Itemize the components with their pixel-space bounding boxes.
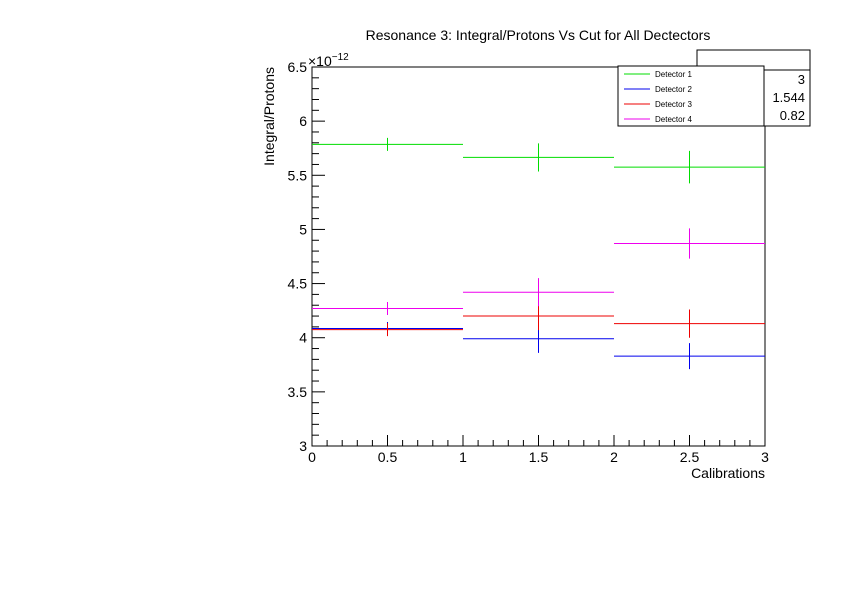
series-detector-3 — [312, 301, 765, 338]
x-tick-label: 0 — [308, 449, 316, 465]
x-tick-label: 2 — [610, 449, 618, 465]
x-tick-label: 2.5 — [680, 449, 700, 465]
y-tick-label: 6.5 — [288, 59, 308, 75]
series-detector-1 — [312, 137, 765, 184]
stats-value-entries: 3 — [798, 72, 805, 87]
stats-value-mean: 1.544 — [772, 90, 805, 105]
x-tick-label: 0.5 — [378, 449, 398, 465]
legend-label: Detector 3 — [655, 100, 692, 109]
x-tick-label: 3 — [761, 449, 769, 465]
y-axis-ticks: 3 3.5 4 4.5 5 5.5 6 6.5 — [288, 59, 325, 454]
y-axis-label: Integral/Protons — [261, 67, 277, 166]
y-tick-label: 4.5 — [288, 276, 308, 292]
legend-label: Detector 2 — [655, 85, 692, 94]
y-tick-label: 3.5 — [288, 384, 308, 400]
y-tick-label: 5.5 — [288, 167, 308, 183]
stats-value-stddev: 0.82 — [780, 108, 805, 123]
y-tick-label: 6 — [299, 113, 307, 129]
chart-title: Resonance 3: Integral/Protons Vs Cut for… — [366, 27, 711, 43]
y-tick-label: 4 — [299, 330, 307, 346]
legend-label: Detector 4 — [655, 115, 692, 124]
x-axis-label: Calibrations — [691, 465, 765, 481]
y-tick-label: 5 — [299, 221, 307, 237]
legend-entries: Detector 1 Detector 2 Detector 3 Detector 4 — [624, 70, 692, 124]
y-exponent-label: ×10−12 — [308, 52, 349, 69]
series-layer — [312, 137, 765, 370]
y-tick-label: 3 — [299, 438, 307, 454]
series-detector-4 — [312, 228, 765, 315]
legend: Detector 1 Detector 2 Detector 3 Detector 4 — [617, 65, 765, 127]
legend-frame — [617, 65, 765, 127]
x-axis-ticks: 0 0.5 1 1.5 2 2.5 3 — [308, 435, 769, 465]
legend-label: Detector 1 — [655, 70, 692, 79]
x-tick-label: 1 — [459, 449, 467, 465]
x-tick-label: 1.5 — [529, 449, 549, 465]
y-exponent-base: ×10 — [308, 53, 332, 69]
y-exponent-power: −12 — [332, 52, 349, 63]
